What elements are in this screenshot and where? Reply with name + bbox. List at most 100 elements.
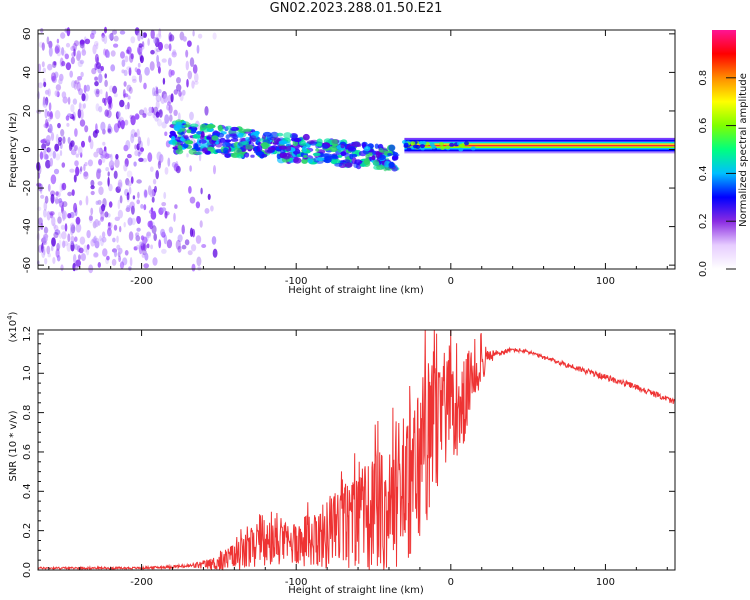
noise-blob — [45, 118, 49, 129]
noise-blob — [45, 159, 51, 169]
noise-blob — [170, 93, 174, 103]
band-blob — [302, 133, 310, 141]
noise-blob — [53, 224, 59, 232]
noise-blob — [112, 29, 117, 35]
band-blob — [244, 152, 250, 158]
noise-blob — [99, 89, 103, 95]
noise-blob — [69, 140, 74, 150]
transition-blob — [439, 142, 444, 146]
noise-blob — [126, 170, 133, 178]
band-blob — [175, 148, 184, 155]
noise-blob — [137, 62, 141, 68]
noise-blob — [135, 235, 141, 242]
noise-blob — [66, 27, 71, 37]
noise-blob — [113, 248, 118, 258]
noise-blob — [193, 80, 199, 85]
noise-blob — [70, 226, 74, 236]
noise-blob — [105, 91, 108, 101]
noise-blob — [178, 90, 182, 97]
noise-blob — [197, 33, 203, 39]
noise-blob — [63, 240, 69, 247]
noise-blob — [52, 150, 56, 159]
noise-blob — [124, 158, 129, 167]
noise-blob — [127, 217, 133, 226]
noise-blob — [168, 226, 174, 234]
noise-blob — [61, 162, 66, 168]
noise-blob — [177, 234, 183, 243]
noise-blob — [150, 49, 155, 55]
noise-blob — [176, 84, 182, 92]
noise-blob — [123, 144, 129, 152]
band-blob — [363, 158, 370, 165]
band-blob — [195, 151, 203, 155]
noise-blob — [74, 265, 79, 271]
transition-blob — [421, 140, 427, 145]
noise-blob — [134, 132, 138, 138]
noise-blob — [125, 49, 130, 54]
noise-blob — [146, 231, 151, 237]
noise-blob — [104, 109, 109, 117]
noise-blob — [126, 84, 132, 92]
noise-blob — [139, 55, 144, 64]
noise-blob — [153, 106, 159, 116]
noise-blob — [134, 113, 140, 120]
noise-blob — [78, 88, 83, 96]
noise-blob — [60, 32, 66, 39]
snr-y-tick-label: 0.4 — [22, 483, 33, 499]
noise-blob — [108, 201, 113, 208]
noise-blob — [47, 63, 53, 71]
noise-blob — [76, 50, 82, 60]
noise-blob — [78, 254, 81, 261]
band-blob — [236, 154, 244, 159]
noise-blob — [94, 76, 98, 81]
noise-blob — [117, 120, 122, 129]
noise-blob — [97, 181, 103, 186]
colorbar-gradient — [712, 30, 736, 269]
noise-blob — [144, 189, 148, 198]
noise-blob — [149, 61, 155, 71]
band-blob — [239, 141, 244, 147]
noise-blob — [113, 224, 118, 231]
noise-blob — [164, 114, 170, 124]
noise-blob — [187, 70, 193, 80]
band-blob — [354, 159, 363, 166]
band-blob — [178, 125, 186, 129]
noise-blob — [67, 136, 71, 144]
noise-blob — [46, 36, 50, 45]
noise-blob — [157, 89, 162, 94]
noise-blob — [167, 101, 171, 106]
noise-blob — [146, 243, 150, 249]
noise-blob — [85, 84, 90, 92]
noise-blob — [70, 45, 76, 52]
noise-blob — [65, 115, 70, 121]
band-blob — [344, 162, 353, 168]
noise-blob — [149, 189, 155, 198]
snr-y-tick-label: 0.6 — [22, 444, 33, 460]
noise-blob — [139, 241, 144, 247]
noise-blob — [150, 29, 155, 39]
noise-blob — [164, 210, 168, 219]
noise-blob — [61, 231, 67, 240]
band-blob — [365, 154, 370, 160]
noise-blob — [51, 216, 56, 227]
noise-blob — [94, 40, 99, 47]
band-blob — [331, 139, 338, 145]
noise-blob — [138, 140, 143, 150]
noise-blob — [174, 204, 178, 209]
noise-blob — [135, 232, 140, 237]
noise-blob — [88, 213, 93, 224]
noise-blob — [40, 139, 46, 144]
noise-blob — [126, 66, 132, 71]
noise-blob — [108, 33, 114, 40]
noise-blob — [138, 157, 144, 162]
noise-blob — [52, 61, 57, 68]
chart-title: GN02.2023.288.01.50.E21 — [269, 1, 443, 16]
band-blob — [249, 135, 257, 143]
noise-blob — [49, 111, 53, 118]
noise-blob — [53, 61, 57, 66]
noise-blob — [126, 192, 130, 201]
snr-x-tick-label: 100 — [596, 577, 615, 588]
noise-blob — [41, 248, 46, 259]
noise-blob — [138, 73, 143, 83]
noise-blob — [100, 65, 104, 72]
